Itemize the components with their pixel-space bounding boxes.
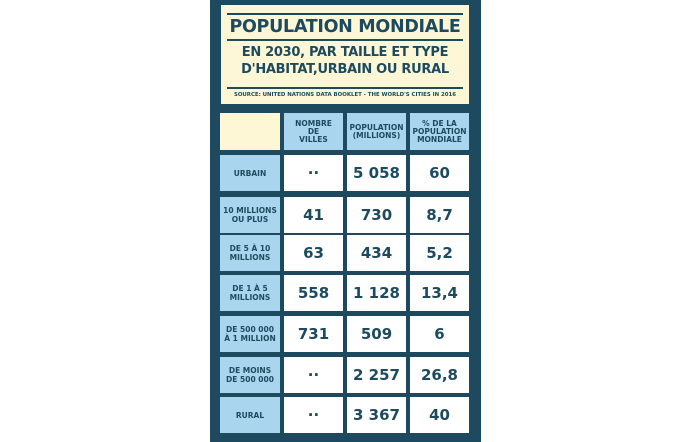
label-line-1: POPULATION — [349, 122, 404, 132]
table-cell: 434 — [347, 235, 406, 271]
cell-value: 2 257 — [353, 366, 400, 384]
column-header-3: % DE LA POPULATION MONDIALE — [410, 113, 469, 150]
cell-value: 41 — [303, 206, 324, 224]
label-line-1: URBAIN — [233, 168, 267, 178]
table-cell: 26,8 — [410, 357, 469, 393]
label-line-1: NOMBRE — [295, 118, 332, 128]
cell-value: 63 — [303, 244, 324, 262]
table-cell: 2 257 — [347, 357, 406, 393]
row-label: RURAL — [220, 397, 280, 433]
table-cell: 41 — [284, 197, 343, 233]
top-rule — [227, 13, 463, 15]
table-corner — [220, 113, 280, 150]
subtitle-line-1: EN 2030, PAR TAILLE ET TYPE — [241, 45, 449, 60]
table-cell: ·· — [284, 397, 343, 433]
label-line-1: DE 500 000 — [226, 325, 274, 334]
cell-value: 1 128 — [353, 284, 400, 302]
source-note: SOURCE: UNITED NATIONS DATA BOOKLET - TH… — [233, 92, 457, 98]
subtitle-line-2: D'HABITAT,URBAIN OU RURAL — [241, 62, 449, 77]
cell-label: DE 500 000 À 1 MILLION — [224, 325, 276, 343]
label-line-1: DE 1 À 5 — [232, 284, 268, 293]
subtitle-rule — [227, 87, 463, 89]
cell-value: 5,2 — [426, 244, 453, 262]
column-header-1: NOMBRE DE VILLES — [284, 113, 343, 150]
row-label: DE 500 000 À 1 MILLION — [220, 316, 280, 352]
cell-label: % DE LA POPULATION MONDIALE — [412, 118, 467, 144]
label-line-2: OU PLUS — [231, 215, 269, 224]
row-label: DE MOINS DE 500 000 — [220, 357, 280, 393]
label-line-1: 10 MILLIONS — [223, 206, 277, 215]
table-cell: 731 — [284, 316, 343, 352]
cell-value: 5 058 — [353, 164, 400, 182]
table-cell: 60 — [410, 155, 469, 191]
table-cell: 40 — [410, 397, 469, 433]
table-cell: ·· — [284, 155, 343, 191]
cell-label: DE 1 À 5 MILLIONS — [230, 284, 271, 302]
title-panel: POPULATION MONDIALE EN 2030, PAR TAILLE … — [221, 5, 469, 104]
row-label: 10 MILLIONS OU PLUS — [220, 197, 280, 233]
cell-value: ·· — [307, 406, 320, 424]
table-cell: 5 058 — [347, 155, 406, 191]
cell-label: DE 5 À 10 MILLIONS — [230, 244, 271, 262]
cell-value: 730 — [360, 206, 393, 224]
cell-value: 558 — [297, 284, 330, 302]
label-line-3: MONDIALE — [417, 134, 462, 144]
page-title: POPULATION MONDIALE — [229, 17, 461, 37]
cell-value: 13,4 — [420, 284, 458, 302]
label-line-2: MILLIONS — [229, 293, 271, 302]
label-line-2: DE — [307, 126, 320, 136]
title-rule — [227, 39, 463, 41]
label-line-2: MILLIONS — [229, 253, 271, 262]
cell-value: 434 — [360, 244, 393, 262]
cell-value: 40 — [429, 406, 450, 424]
cell-value: ·· — [307, 366, 320, 384]
row-label: DE 5 À 10 MILLIONS — [220, 235, 280, 271]
table-cell: 558 — [284, 275, 343, 311]
cell-label: RURAL — [236, 411, 264, 420]
label-line-2: DE 500 000 — [226, 375, 274, 384]
cell-value: ·· — [307, 164, 320, 182]
cell-value: 8,7 — [426, 206, 453, 224]
subtitle: EN 2030, PAR TAILLE ET TYPE D'HABITAT,UR… — [221, 44, 469, 78]
label-line-2: À 1 MILLION — [224, 334, 276, 343]
table-cell: ·· — [284, 357, 343, 393]
label-line-2: POPULATION — [412, 126, 467, 136]
label-line-1: DE 5 À 10 — [229, 244, 271, 253]
table-cell: 730 — [347, 197, 406, 233]
label-line-1: DE MOINS — [228, 366, 272, 375]
table-cell: 6 — [410, 316, 469, 352]
row-label: DE 1 À 5 MILLIONS — [220, 275, 280, 311]
table-cell: 3 367 — [347, 397, 406, 433]
cell-value: 26,8 — [420, 366, 458, 384]
table-cell: 1 128 — [347, 275, 406, 311]
cell-label: DE MOINS DE 500 000 — [226, 366, 274, 384]
table-cell: 8,7 — [410, 197, 469, 233]
cell-value: 60 — [429, 164, 450, 182]
cell-label: 10 MILLIONS OU PLUS — [223, 206, 277, 224]
cell-label: URBAIN — [234, 169, 266, 178]
label-line-3: VILLES — [299, 134, 328, 144]
label-line-1: % DE LA — [422, 118, 457, 128]
infographic-frame: POPULATION MONDIALE EN 2030, PAR TAILLE … — [210, 0, 481, 442]
cell-value: 731 — [297, 325, 330, 343]
cell-value: 6 — [434, 325, 445, 343]
table-cell: 13,4 — [410, 275, 469, 311]
cell-label: POPULATION (MILLIONS) — [349, 122, 404, 140]
table-cell: 5,2 — [410, 235, 469, 271]
label-line-2: (MILLIONS) — [352, 130, 401, 140]
label-line-1: RURAL — [235, 410, 265, 420]
row-label: URBAIN — [220, 155, 280, 191]
column-header-2: POPULATION (MILLIONS) — [347, 113, 406, 150]
cell-value: 3 367 — [353, 406, 400, 424]
cell-value: 509 — [360, 325, 393, 343]
cell-label: NOMBRE DE VILLES — [295, 118, 332, 144]
table-cell: 509 — [347, 316, 406, 352]
table-cell: 63 — [284, 235, 343, 271]
